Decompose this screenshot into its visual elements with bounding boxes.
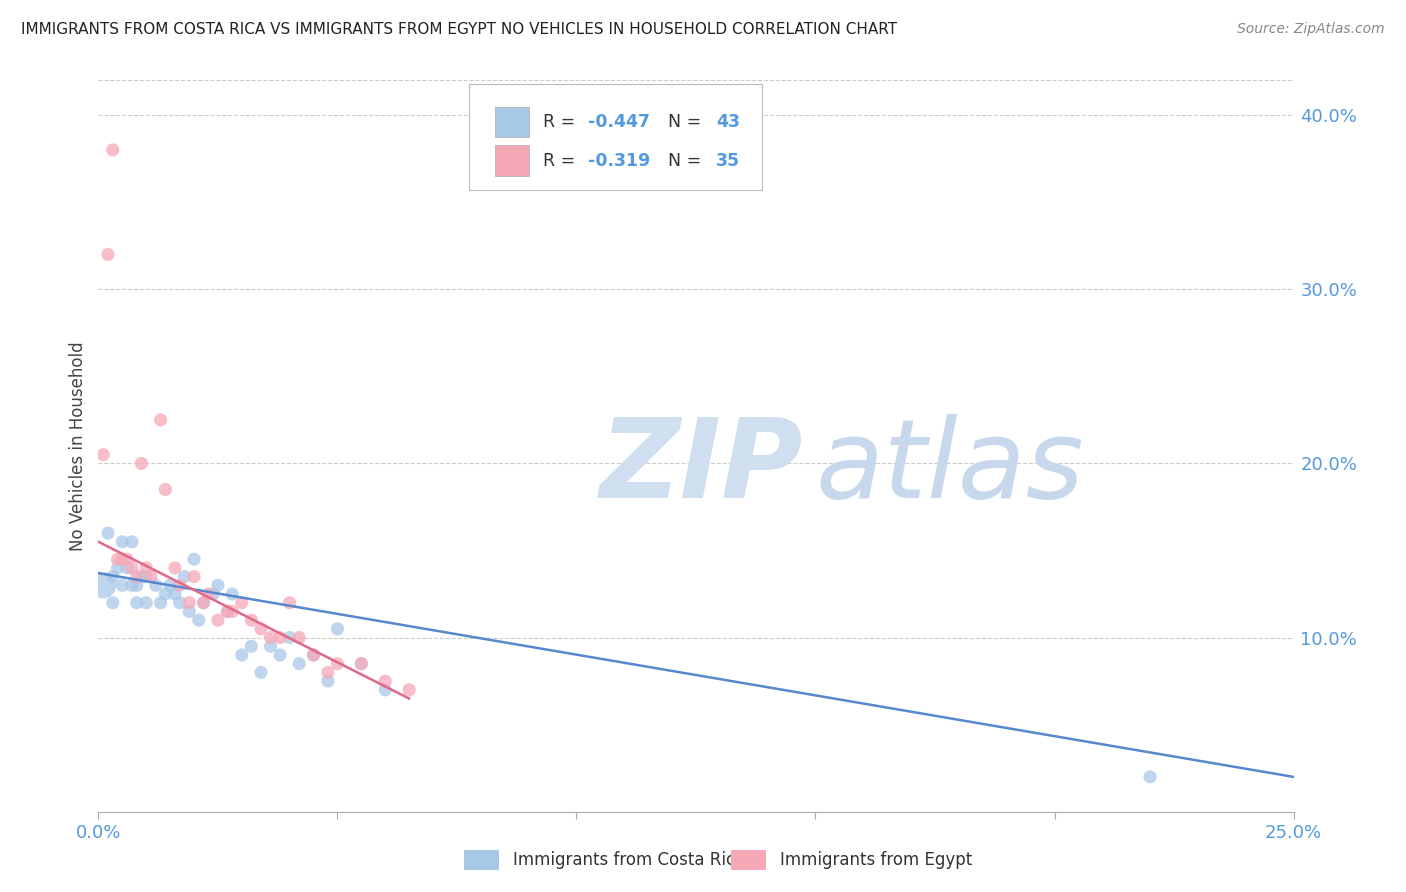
Point [231,596,253,610]
Point [169,596,191,610]
Point [302,648,325,662]
Point [259,631,281,645]
Point [155,483,177,497]
Point [197,587,219,601]
Text: -0.319: -0.319 [589,152,651,169]
Point [125,596,148,610]
Point [135,596,157,610]
Point [269,631,291,645]
Point [183,569,205,583]
Text: N =: N = [657,152,706,169]
Point [326,622,349,636]
Text: 35: 35 [716,152,741,169]
Point [398,682,420,697]
Text: N =: N = [657,113,706,131]
Point [115,561,138,575]
Point [125,578,148,592]
Point [179,596,201,610]
Text: atlas: atlas [815,415,1084,522]
FancyBboxPatch shape [470,84,762,190]
Point [97,247,120,261]
Point [302,648,325,662]
Point [101,596,124,610]
Point [221,604,243,618]
Point [221,587,243,601]
Point [278,631,301,645]
Point [187,613,209,627]
Point [217,604,239,618]
Point [111,534,134,549]
Text: R =: R = [543,152,581,169]
Point [121,534,143,549]
Point [91,578,114,592]
Point [163,587,186,601]
Point [163,561,186,575]
Point [139,569,162,583]
Point [121,578,143,592]
Text: Source: ZipAtlas.com: Source: ZipAtlas.com [1237,22,1385,37]
Point [135,561,157,575]
Text: Immigrants from Egypt: Immigrants from Egypt [780,851,973,869]
Point [193,596,215,610]
Point [111,578,134,592]
Point [131,569,153,583]
Point [240,613,263,627]
Point [155,587,177,601]
Point [97,526,120,541]
Point [179,604,201,618]
Point [107,561,129,575]
Point [135,569,157,583]
Point [125,569,148,583]
Point [374,674,396,689]
Point [159,578,181,592]
Point [149,413,172,427]
Point [145,578,167,592]
Point [217,604,239,618]
Point [316,665,339,680]
Text: IMMIGRANTS FROM COSTA RICA VS IMMIGRANTS FROM EGYPT NO VEHICLES IN HOUSEHOLD COR: IMMIGRANTS FROM COSTA RICA VS IMMIGRANTS… [21,22,897,37]
Bar [495,107,529,137]
Text: ZIP: ZIP [600,415,804,522]
Point [316,674,339,689]
Point [169,578,191,592]
Point [278,596,301,610]
Point [173,569,195,583]
Point [101,143,124,157]
Point [240,640,263,654]
Y-axis label: No Vehicles in Household: No Vehicles in Household [69,341,87,551]
Point [250,622,273,636]
Point [207,578,229,592]
Text: Immigrants from Costa Rica: Immigrants from Costa Rica [513,851,745,869]
Point [193,596,215,610]
Point [288,631,311,645]
Point [269,648,291,662]
Point [107,552,129,566]
Point [121,561,143,575]
Point [350,657,373,671]
Point [91,448,114,462]
Point [259,640,281,654]
Point [1139,770,1161,784]
Point [326,657,349,671]
Point [115,552,138,566]
Point [207,613,229,627]
Point [149,596,172,610]
Point [250,665,273,680]
Point [374,682,396,697]
Text: 43: 43 [716,113,741,131]
Point [231,648,253,662]
Bar [495,145,529,176]
Point [183,552,205,566]
Point [131,457,153,471]
Point [111,552,134,566]
Point [288,657,311,671]
Point [101,569,124,583]
Point [202,587,225,601]
Text: -0.447: -0.447 [589,113,651,131]
Text: R =: R = [543,113,581,131]
Point [350,657,373,671]
